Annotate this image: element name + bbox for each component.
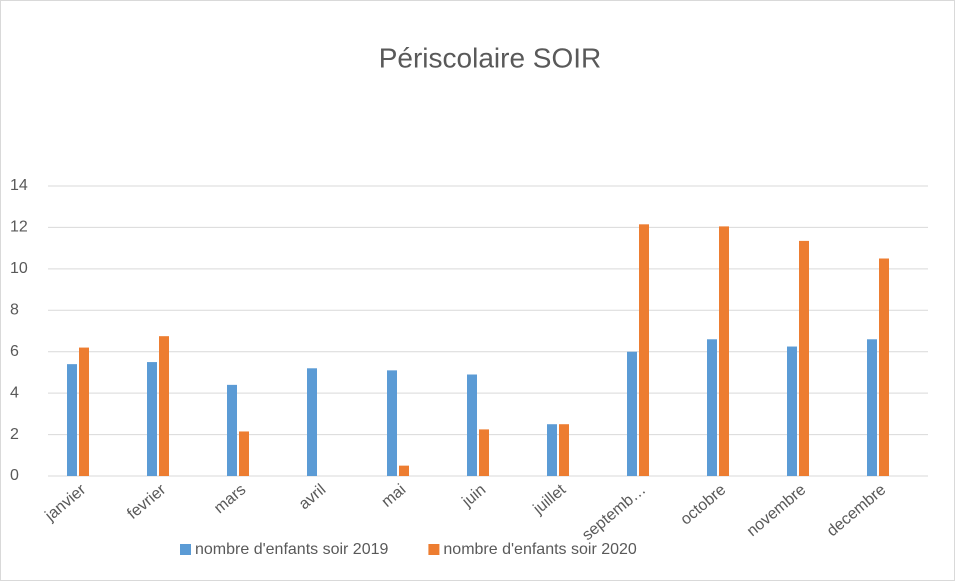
bar <box>879 258 889 476</box>
bar <box>67 364 77 476</box>
y-tick-label: 6 <box>10 343 19 360</box>
bar <box>639 224 649 476</box>
bar <box>227 384 237 476</box>
bar <box>159 336 169 476</box>
bar <box>307 368 317 476</box>
bar <box>547 424 557 476</box>
y-tick-label: 14 <box>10 177 28 194</box>
y-tick-label: 10 <box>10 260 28 277</box>
legend-label: nombre d'enfants soir 2020 <box>443 541 637 558</box>
bar <box>627 351 637 476</box>
y-tick-label: 0 <box>10 467 19 484</box>
y-tick-label: 12 <box>10 219 28 236</box>
bar <box>467 374 477 476</box>
bar <box>79 347 89 476</box>
bar <box>399 465 409 476</box>
y-tick-label: 4 <box>10 384 19 401</box>
bar <box>559 424 569 476</box>
bar <box>719 226 729 476</box>
bar <box>867 339 877 476</box>
legend-swatch <box>180 544 191 555</box>
bar <box>147 362 157 476</box>
y-tick-label: 2 <box>10 426 19 443</box>
chart-title: Périscolaire SOIR <box>379 42 602 73</box>
bar <box>787 346 797 476</box>
bar <box>239 431 249 476</box>
legend-label: nombre d'enfants soir 2019 <box>195 541 389 558</box>
bar <box>799 240 809 476</box>
y-tick-label: 8 <box>10 302 19 319</box>
bar <box>707 339 717 476</box>
bar <box>387 370 397 476</box>
bar <box>479 429 489 476</box>
legend-swatch <box>428 544 440 555</box>
